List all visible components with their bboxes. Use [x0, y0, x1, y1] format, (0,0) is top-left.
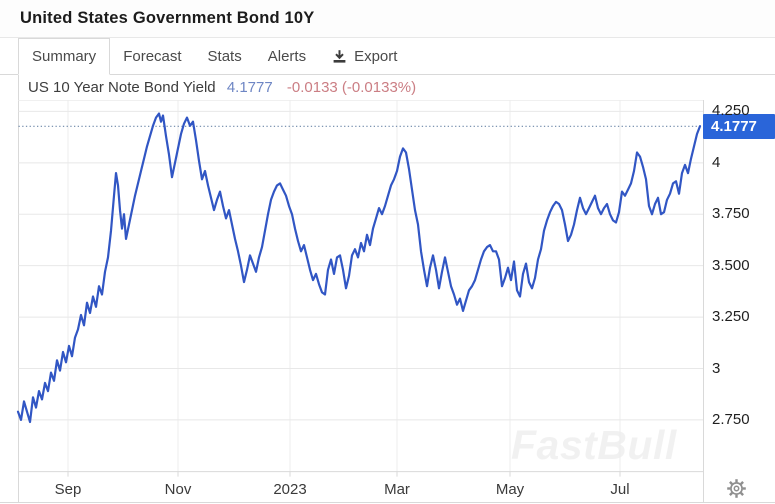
y-axis-tick-label: 3.750: [712, 205, 750, 223]
x-axis-tick-label: Sep: [54, 481, 82, 498]
tab-summary-label: Summary: [32, 48, 97, 65]
title-bar: United States Government Bond 10Y: [0, 0, 775, 38]
y-axis-tick-label: 3.250: [712, 308, 750, 326]
y-axis-tick-label: 4: [712, 153, 721, 171]
x-axis-tick-label: Mar: [384, 481, 410, 498]
x-axis-tick-label: May: [495, 481, 525, 498]
x-axis-tick-label: Jul: [610, 481, 630, 498]
last-price-badge: 4.1777: [703, 113, 775, 139]
y-axis-tick-label: 3.500: [712, 256, 750, 274]
instrument-name: US 10 Year Note Bond Yield: [28, 79, 216, 96]
tab-alerts-label: Alerts: [267, 47, 307, 65]
tab-alerts[interactable]: Alerts: [255, 38, 319, 74]
last-value: 4.1777: [226, 79, 273, 96]
x-axis-tick-label: Nov: [164, 481, 192, 498]
quote-line: US 10 Year Note Bond Yield 4.1777 -0.013…: [28, 79, 416, 96]
tab-stats[interactable]: Stats: [195, 38, 255, 74]
tab-bar: Summary Forecast Stats Alerts Export: [0, 38, 775, 75]
tab-export[interactable]: Export: [319, 38, 410, 74]
tab-summary[interactable]: Summary: [18, 38, 111, 75]
tab-stats-label: Stats: [207, 47, 242, 65]
download-icon: [332, 49, 347, 64]
x-axis-tick-label: 2023: [273, 481, 307, 498]
y-axis-tick-label: 3: [712, 359, 721, 377]
tab-export-label: Export: [354, 47, 398, 65]
change-value: -0.0133 (-0.0133%): [286, 79, 417, 96]
tab-forecast[interactable]: Forecast: [110, 38, 194, 74]
y-axis-tick-label: 2.750: [712, 410, 750, 428]
settings-gear-icon: [727, 479, 746, 498]
settings-gear-button[interactable]: [726, 478, 747, 499]
tab-forecast-label: Forecast: [123, 47, 182, 65]
page-title: United States Government Bond 10Y: [20, 9, 315, 27]
y-axis-tick-label: 4.250: [712, 102, 750, 120]
fastbull-watermark: FastBull: [511, 422, 677, 468]
